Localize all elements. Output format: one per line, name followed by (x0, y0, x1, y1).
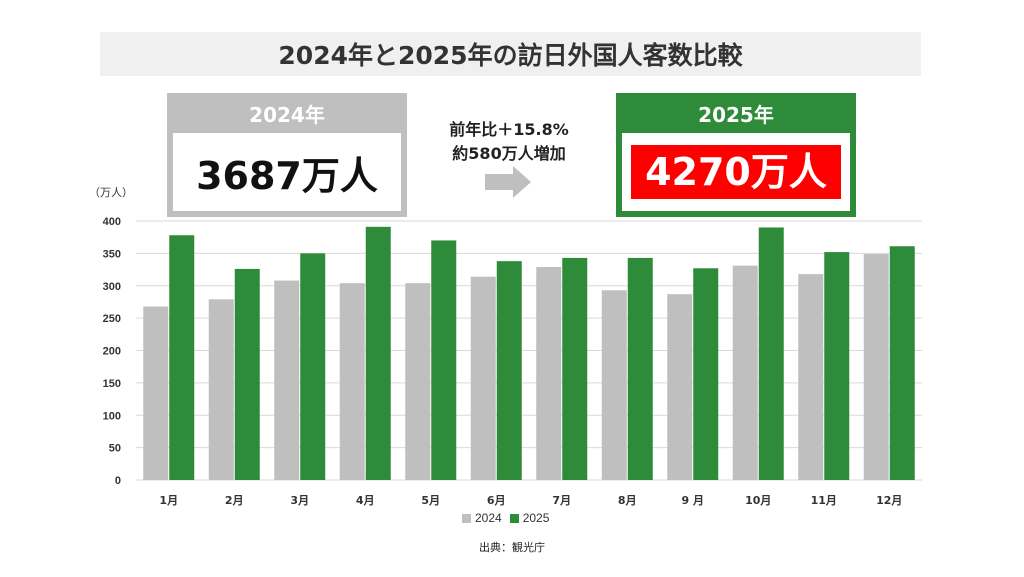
total-2024-panel: 3687万人 (173, 133, 401, 211)
bar-2025 (824, 252, 850, 480)
bar-2024 (863, 254, 889, 480)
bar-2024 (470, 276, 496, 480)
y-tick-label: 100 (103, 410, 121, 422)
x-tick-label: 7月 (552, 494, 571, 507)
bar-2024 (274, 280, 300, 480)
source-note: 出典：観光庁 (479, 541, 545, 554)
bar-2025 (562, 257, 588, 480)
y-tick-label: 150 (103, 378, 121, 390)
y-tick-label: 50 (109, 443, 121, 455)
bar-2025 (758, 227, 784, 480)
chart-title: 2024年と2025年の訪日外国人客数比較 (100, 32, 921, 76)
x-tick-label: 4月 (356, 494, 375, 507)
bar-2024 (143, 306, 169, 480)
bar-2025 (365, 226, 391, 480)
right-arrow-icon (485, 166, 531, 198)
total-2025-box: 2025年 4270万人 (616, 93, 856, 217)
x-tick-label: 1月 (159, 494, 178, 507)
bar-2024 (601, 290, 627, 480)
x-tick-label: 8月 (618, 494, 637, 507)
bar-2025 (300, 253, 326, 480)
bar-2024 (339, 283, 365, 480)
legend-item-2025: 2025 (509, 511, 550, 525)
total-2024-box: 2024年 3687万人 (167, 93, 407, 217)
y-axis-unit-label: （万人） (89, 186, 133, 199)
bar-2025 (169, 235, 195, 480)
y-tick-label: 400 (103, 216, 121, 228)
bar-2024 (667, 294, 693, 480)
y-tick-label: 300 (103, 281, 121, 293)
legend: 2024 2025 (462, 511, 557, 525)
total-2025-value: 4270万人 (631, 145, 841, 199)
bar-2024 (208, 299, 234, 480)
bar-2025 (693, 268, 719, 480)
x-tick-label: 12月 (876, 494, 902, 507)
y-tick-label: 200 (103, 346, 121, 358)
x-tick-label: 2月 (225, 494, 244, 507)
comparison-increase: 約580万人増加 (452, 144, 566, 163)
legend-swatch-2024 (462, 513, 471, 523)
bar-2025 (496, 261, 522, 480)
y-tick-label: 250 (103, 313, 121, 325)
x-tick-label: 5月 (421, 494, 440, 507)
x-tick-label: 3月 (290, 494, 309, 507)
bar-2024 (732, 265, 758, 480)
x-tick-label: 6月 (487, 494, 506, 507)
bar-2024 (798, 274, 824, 480)
bar-2025 (234, 268, 260, 480)
total-2025-panel: 4270万人 (622, 133, 850, 211)
x-tick-label: 11月 (811, 494, 837, 507)
y-tick-label: 0 (115, 475, 121, 487)
year-2025-label: 2025年 (698, 102, 774, 127)
comparison-text: 前年比＋15.8% 約580万人増加 (424, 118, 594, 166)
x-tick-label: 9 月 (682, 494, 704, 507)
y-tick-label: 350 (103, 248, 121, 260)
comparison-rate: 前年比＋15.8% (449, 120, 569, 139)
legend-label-2025: 2025 (522, 511, 550, 525)
bar-2025 (627, 257, 653, 480)
total-2024-value: 3687万人 (196, 153, 378, 198)
x-tick-label: 10月 (745, 494, 771, 507)
legend-swatch-2025 (509, 513, 519, 523)
bar-2024 (405, 283, 431, 480)
bar-2025 (889, 246, 915, 480)
legend-label-2024: 2024 (475, 511, 502, 525)
bar-2025 (431, 240, 457, 480)
year-2024-label: 2024年 (249, 102, 325, 127)
bar-2024 (536, 266, 562, 480)
legend-item-2024: 2024 (462, 511, 502, 525)
